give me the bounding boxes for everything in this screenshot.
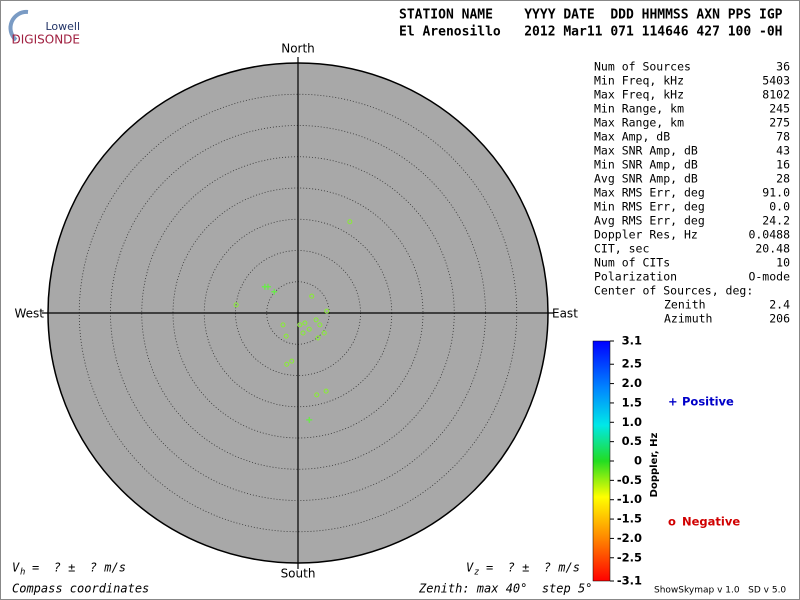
negative-point xyxy=(323,388,329,394)
stat-value: 0.0488 xyxy=(748,228,790,242)
colorbar-tick-label: 1.0 xyxy=(622,415,642,429)
vz-rest: = ? ± ? m/s xyxy=(486,561,580,575)
stat-value: 20.48 xyxy=(755,242,790,256)
version: ShowSkymap v 1.0 SD v 5.0 xyxy=(654,586,786,596)
stat-value: 5403 xyxy=(762,74,790,88)
logo-arc xyxy=(8,9,29,42)
negative-point xyxy=(313,317,319,323)
plot: North South West East xyxy=(14,42,578,581)
negative-point xyxy=(321,330,327,336)
vz-v: V xyxy=(466,561,474,575)
colorbar-tick-label: -2.0 xyxy=(617,531,642,545)
header-labels: STATION NAME YYYY DATE DDD HHMMSS AXN PP… xyxy=(399,8,783,23)
stat-label: Max Amp, dB xyxy=(594,130,670,144)
negative-point xyxy=(297,322,303,328)
colorbar-tick-label: 0.5 xyxy=(622,434,642,448)
positive-point xyxy=(306,416,313,423)
negative-point xyxy=(233,302,239,308)
logo-top: Lowell xyxy=(45,20,80,33)
stat-value: 0.0 xyxy=(769,200,790,214)
south-label: South xyxy=(281,567,316,581)
stat-label: Avg SNR Amp, dB xyxy=(594,172,698,186)
positive-point xyxy=(265,283,271,290)
center-value: 206 xyxy=(769,312,790,326)
negative-point xyxy=(347,219,353,225)
colorbar-tick-label: 1.5 xyxy=(622,395,642,409)
stat-value: 28 xyxy=(776,172,790,186)
negative-point xyxy=(283,333,289,339)
negative-point xyxy=(317,322,323,328)
colorbar-label: Doppler, Hz xyxy=(649,433,660,498)
negative-point xyxy=(306,326,312,332)
west-label: West xyxy=(14,307,44,321)
legend-symbol: o xyxy=(668,515,676,529)
negative-point xyxy=(324,308,330,314)
stat-value: 16 xyxy=(776,158,790,172)
stat-label: Min Freq, kHz xyxy=(594,74,684,88)
colorbar-tick-label: -0.5 xyxy=(617,473,642,487)
negative-point xyxy=(314,392,320,398)
negative-point xyxy=(302,320,308,326)
stat-value: 8102 xyxy=(762,88,790,102)
stat-label: Min SNR Amp, dB xyxy=(594,158,698,172)
legend-symbol: + xyxy=(668,395,678,409)
vh-rest: = ? ± ? m/s xyxy=(32,561,126,575)
stat-value: O-mode xyxy=(748,270,790,284)
stat-value: 43 xyxy=(776,144,790,158)
stat-value: 36 xyxy=(776,60,790,74)
stat-label: Polarization xyxy=(594,270,677,284)
colorbar-tick-label: -1.5 xyxy=(617,512,642,526)
stat-label: Avg RMS Err, deg xyxy=(594,214,705,228)
stat-value: 24.2 xyxy=(762,214,790,228)
stat-label: Num of CITs xyxy=(594,256,670,270)
negative-point xyxy=(280,322,286,328)
colorbar-tick-label: -2.5 xyxy=(617,550,642,564)
vz-sub: z xyxy=(474,568,479,578)
stat-label: Max SNR Amp, dB xyxy=(594,144,698,158)
stat-label: Min RMS Err, deg xyxy=(594,200,705,214)
center-label: Zenith xyxy=(664,298,706,312)
header-values: El Arenosillo 2012 Mar11 071 114646 427 … xyxy=(399,25,783,40)
stat-label: CIT, sec xyxy=(594,242,649,256)
negative-point xyxy=(284,361,290,367)
legend-entry: Positive xyxy=(682,395,734,409)
logo-bottom: DIGISONDE xyxy=(12,33,80,47)
stat-value: 78 xyxy=(776,130,790,144)
negative-point xyxy=(309,293,315,299)
stat-value: 10 xyxy=(776,256,790,270)
east-label: East xyxy=(552,307,578,321)
vh-sub: h xyxy=(20,568,25,578)
negative-point xyxy=(315,335,321,341)
negative-point xyxy=(300,330,306,336)
colorbar-tick-label: 0 xyxy=(634,454,642,468)
stats: Num of Sources 36 Min Freq, kHz 5403 Max Fre… xyxy=(594,60,790,326)
north-label: North xyxy=(281,42,315,56)
stat-label: Doppler Res, Hz xyxy=(594,228,698,242)
vh-v: V xyxy=(12,561,20,575)
colorbar-tick-label: 3.1 xyxy=(622,334,642,348)
legend-entry: Negative xyxy=(682,515,740,529)
colorbar-tick-label: -3.1 xyxy=(617,574,642,588)
colorbar-tick-label: 2.5 xyxy=(622,357,642,371)
stat-value: 91.0 xyxy=(762,186,790,200)
colorbar-tick-label: 2.0 xyxy=(622,376,642,390)
stat-value: 275 xyxy=(769,116,790,130)
center-value: 2.4 xyxy=(769,298,790,312)
colorbar xyxy=(592,340,611,582)
stat-label: Max Freq, kHz xyxy=(594,88,684,102)
positive-point xyxy=(271,288,278,295)
stat-label: Num of Sources xyxy=(594,60,691,74)
stat-value: 245 xyxy=(769,102,790,116)
stat-label: Min Range, km xyxy=(594,102,684,116)
stat-label: Max Range, km xyxy=(594,116,684,130)
zenith-note: Zenith: max 40° step 5° xyxy=(418,582,592,596)
center-label: Azimuth xyxy=(664,312,712,326)
negative-point xyxy=(289,358,295,364)
center-title: Center of Sources, deg: xyxy=(594,284,753,298)
coords-note: Compass coordinates xyxy=(12,582,149,596)
stat-label: Max RMS Err, deg xyxy=(594,186,705,200)
colorbar-tick-label: -1.0 xyxy=(617,492,642,506)
